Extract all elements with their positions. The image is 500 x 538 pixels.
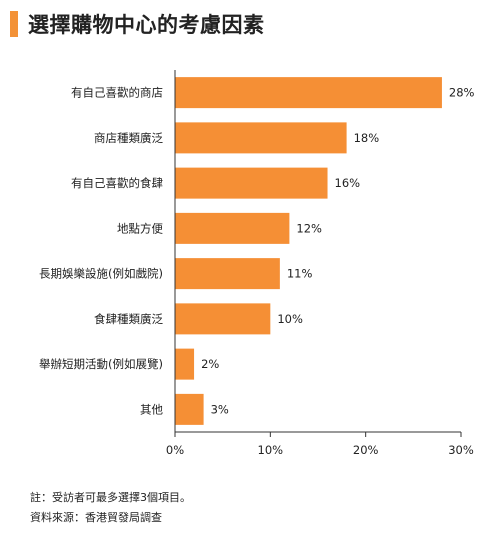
value-label: 28% [449, 86, 475, 100]
value-label: 3% [211, 402, 229, 416]
bar [175, 212, 290, 244]
bar [175, 167, 328, 199]
x-tick-label: 0% [166, 443, 184, 457]
title-block: 選擇購物中心的考慮因素 [10, 8, 265, 40]
category-label: 舉辦短期活動(例如展覽) [39, 357, 163, 371]
x-tick-label: 20% [353, 443, 379, 457]
category-label: 有自己喜歡的食肆 [71, 176, 163, 190]
category-label: 有自己喜歡的商店 [71, 86, 163, 100]
value-labels-group: 28% 18% 16% 12% 11% 10% 2% 3% [201, 86, 475, 417]
category-label: 長期娛樂設施(例如戲院) [39, 267, 163, 281]
value-label: 2% [201, 357, 219, 371]
x-axis: 0% 10% 20% 30% [166, 70, 474, 457]
bar [175, 348, 195, 380]
value-label: 11% [287, 267, 313, 281]
bar [175, 393, 204, 425]
category-label: 地點方便 [117, 221, 163, 235]
x-tick-label: 10% [258, 443, 284, 457]
value-label: 18% [354, 131, 380, 145]
chart-title: 選擇購物中心的考慮因素 [28, 13, 265, 37]
x-tick-label: 30% [448, 443, 474, 457]
bars-group [175, 77, 442, 425]
category-label: 商店種類廣泛 [94, 131, 163, 145]
note-line: 註：受訪者可最多選擇3個項目。 [30, 491, 191, 504]
category-label: 其他 [140, 402, 163, 416]
source-line: 資料來源：香港貿發局調查 [30, 511, 162, 524]
title-accent-bar [10, 11, 18, 37]
bar [175, 303, 271, 335]
footnotes: 註：受訪者可最多選擇3個項目。 資料來源：香港貿發局調查 [30, 488, 191, 528]
bar [175, 77, 442, 109]
category-label: 食肆種類廣泛 [94, 312, 163, 326]
value-label: 10% [277, 312, 303, 326]
value-label: 12% [296, 221, 322, 235]
bar [175, 258, 280, 290]
bar [175, 122, 347, 154]
value-label: 16% [335, 176, 361, 190]
